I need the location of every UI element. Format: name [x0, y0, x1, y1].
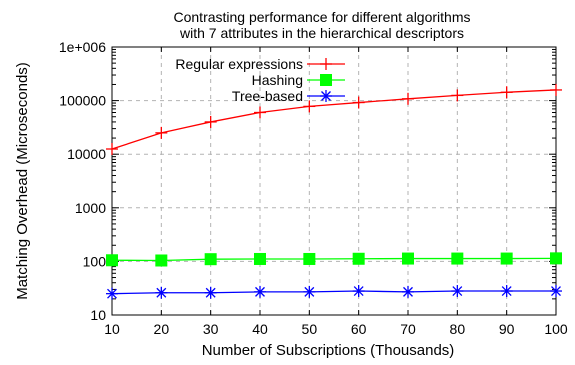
- x-tick-label: 10: [104, 321, 120, 337]
- data-point-tree-based: [254, 285, 266, 298]
- data-point-regular-expressions: [106, 143, 118, 156]
- data-point-regular-expressions: [451, 89, 464, 102]
- data-point-hashing: [303, 252, 316, 265]
- axis-ticks: 10 20 30 40 50 60 70 80 90 100 10 100 1000 10000 10000…: [59, 39, 568, 337]
- x-tick-label: 100: [544, 321, 568, 337]
- data-point-hashing: [402, 252, 414, 265]
- data-point-hashing: [352, 252, 365, 265]
- y-tick-label: 100000: [59, 93, 106, 109]
- series-line-regular-expressions: [111, 89, 557, 150]
- legend-marker-hashing: [320, 74, 332, 86]
- data-point-hashing: [204, 253, 217, 266]
- data-point-regular-expressions: [500, 86, 513, 99]
- data-point-regular-expressions: [204, 115, 217, 128]
- data-point-tree-based: [303, 285, 316, 298]
- chart-subtitle: with 7 attributes in the hierarchical de…: [179, 25, 464, 41]
- x-tick-label: 90: [499, 321, 515, 337]
- data-point-hashing: [254, 252, 266, 265]
- series-layer: [106, 83, 562, 300]
- data-point-tree-based: [451, 285, 464, 298]
- y-tick-label: 1e+006: [59, 39, 106, 55]
- data-point-hashing: [106, 254, 118, 267]
- x-tick-label: 40: [252, 321, 268, 337]
- series-line-hashing: [111, 257, 557, 262]
- data-point-tree-based: [204, 286, 217, 299]
- x-tick-label: 60: [351, 321, 367, 337]
- x-axis-label: Number of Subscriptions (Thousands): [202, 342, 455, 359]
- legend-label-regular-expressions: Regular expressions: [175, 56, 303, 72]
- y-tick-label: 1000: [75, 200, 106, 216]
- data-point-tree-based: [106, 287, 118, 300]
- data-point-hashing: [451, 252, 464, 265]
- chart-title: Contrasting performance for different al…: [174, 9, 471, 25]
- y-tick-label: 10000: [67, 146, 106, 162]
- data-point-regular-expressions: [303, 100, 316, 113]
- data-point-regular-expressions: [550, 83, 562, 96]
- y-tick-label: 10: [90, 307, 106, 323]
- data-point-regular-expressions: [352, 96, 365, 109]
- data-point-tree-based: [550, 285, 562, 298]
- x-tick-label: 20: [154, 321, 170, 337]
- plot-frame: [111, 46, 557, 316]
- data-point-tree-based: [352, 285, 365, 298]
- series-line-tree-based: [111, 290, 556, 295]
- x-tick-label: 50: [302, 321, 318, 337]
- data-point-hashing: [155, 254, 168, 267]
- grid: [112, 47, 556, 315]
- data-point-tree-based: [402, 285, 414, 298]
- data-point-regular-expressions: [155, 126, 168, 139]
- legend-label-hashing: Hashing: [252, 72, 303, 88]
- legend-marker-regular-expressions: [320, 58, 332, 70]
- legend-marker-tree-based: [320, 90, 332, 102]
- data-point-tree-based: [155, 286, 168, 299]
- data-point-hashing: [500, 252, 513, 265]
- data-point-tree-based: [500, 285, 513, 298]
- y-axis-label: Matching Overhead (Microseconds): [14, 62, 31, 300]
- y-tick-label: 100: [83, 253, 107, 269]
- x-tick-label: 30: [203, 321, 219, 337]
- data-point-regular-expressions: [254, 106, 266, 119]
- legend-label-tree-based: Tree-based: [232, 88, 303, 104]
- data-point-hashing: [550, 252, 562, 265]
- x-tick-label: 80: [450, 321, 466, 337]
- x-tick-label: 70: [400, 321, 416, 337]
- data-point-regular-expressions: [402, 92, 414, 105]
